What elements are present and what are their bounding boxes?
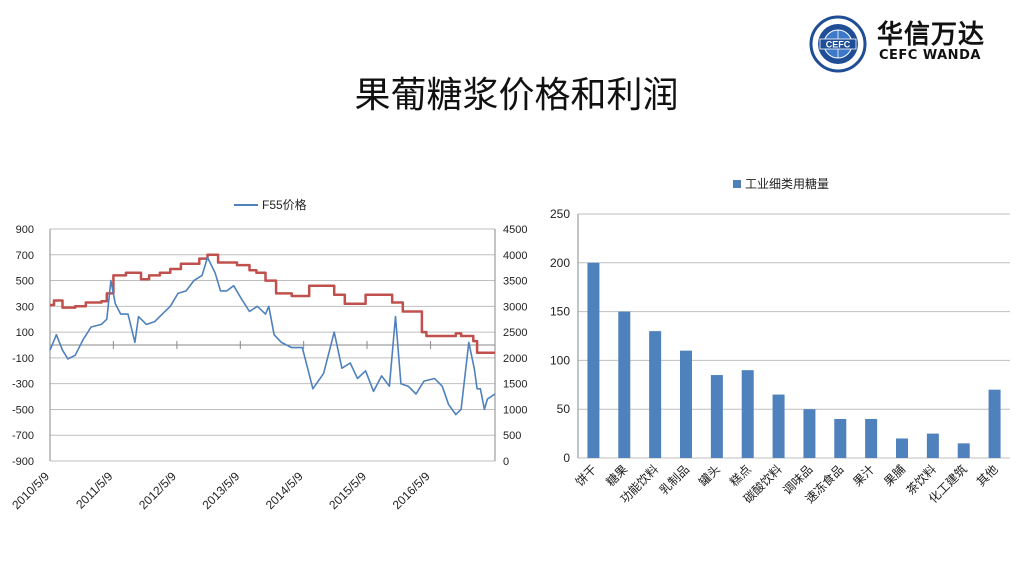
right-y-tick-label: 2000 — [503, 353, 527, 365]
bar — [896, 438, 908, 458]
right-y-tick-label: 0 — [503, 456, 509, 468]
logo-center-text: CEFC — [826, 40, 851, 50]
y-tick-label: 200 — [550, 256, 570, 270]
left-y-tick-label: 900 — [16, 224, 34, 236]
x-tick-label: 2011/5/9 — [73, 469, 116, 512]
right-y-tick-label: 1500 — [503, 379, 527, 391]
bar — [988, 389, 1001, 458]
x-category-label: 饼干 — [573, 462, 600, 489]
profit-series-line — [50, 253, 495, 354]
x-category-label: 乳制品 — [657, 462, 692, 497]
bar — [957, 443, 970, 458]
right-y-tick-label: 3500 — [503, 276, 527, 288]
x-tick-label: 2016/5/9 — [390, 469, 433, 512]
x-tick-label: 2015/5/9 — [326, 469, 369, 512]
right-y-tick-label: 4500 — [503, 224, 527, 236]
x-category-label: 糕点 — [727, 462, 754, 489]
x-tick-label: 2010/5/9 — [9, 469, 52, 512]
left-y-tick-label: -700 — [12, 430, 34, 442]
right-chart-bars — [587, 262, 1001, 458]
x-category-label: 罐头 — [696, 462, 723, 489]
right-y-tick-label: 1000 — [503, 404, 527, 416]
x-tick-label: 2013/5/9 — [199, 469, 242, 512]
bar — [926, 433, 939, 458]
logo-english-name: CEFC WANDA — [879, 48, 981, 63]
left-chart-legend: F55价格 — [234, 197, 307, 212]
left-chart-series — [49, 253, 496, 416]
right-chart-gridlines — [577, 213, 1010, 459]
bar — [649, 331, 662, 458]
x-category-label: 果汁 — [850, 462, 877, 489]
y-tick-label: 0 — [563, 451, 570, 465]
right-y-tick-label: 500 — [503, 430, 521, 442]
bar — [834, 418, 847, 458]
bar — [865, 418, 878, 458]
page-title: 果葡糖浆价格和利润 — [354, 75, 679, 116]
left-y-tick-label: 700 — [16, 250, 34, 262]
y-tick-label: 100 — [550, 353, 570, 367]
left-y-tick-label: -900 — [12, 456, 34, 468]
left-chart-axes — [49, 229, 496, 461]
left-y-tick-label: 100 — [16, 327, 34, 339]
right-y-tick-label: 3000 — [503, 301, 527, 313]
x-tick-label: 2012/5/9 — [136, 469, 179, 512]
bar — [710, 375, 723, 458]
y-tick-label: 250 — [550, 207, 570, 221]
legend-label: 工业细类用糖量 — [745, 176, 829, 191]
legend-swatch — [733, 180, 741, 188]
bar — [587, 262, 600, 458]
logo-chinese-name: 华信万达 — [877, 20, 986, 50]
right-chart-legend: 工业细类用糖量 — [733, 176, 829, 191]
x-category-label: 其他 — [974, 462, 1001, 489]
bar — [618, 311, 631, 458]
legend-label: F55价格 — [262, 197, 307, 212]
x-tick-label: 2014/5/9 — [263, 469, 306, 512]
right-y-tick-label: 4000 — [503, 250, 527, 262]
y-tick-label: 50 — [557, 402, 571, 416]
right-y-tick-label: 2500 — [503, 327, 527, 339]
left-y-tick-label: 500 — [16, 276, 34, 288]
f55-price-series-line — [49, 256, 496, 416]
y-tick-label: 150 — [550, 305, 570, 319]
left-chart-tick-labels: 900 4500 700 4000 500 3500 300 3000 100 2500 -100 2… — [9, 224, 527, 512]
bar — [772, 394, 785, 458]
left-y-tick-label: -100 — [12, 353, 34, 365]
left-y-tick-label: 300 — [16, 301, 34, 313]
bar — [803, 409, 816, 458]
company-logo: CEFC — [809, 15, 867, 73]
x-category-label: 果脯 — [881, 462, 908, 489]
bar — [741, 370, 754, 458]
x-category-label: 糖果 — [603, 462, 631, 490]
left-y-tick-label: -500 — [12, 404, 34, 416]
left-y-tick-label: -300 — [12, 379, 34, 391]
bar — [680, 350, 692, 458]
price-profit-line-chart: 900 4500 700 4000 500 3500 300 3000 100 2500 -100 2… — [9, 197, 527, 512]
